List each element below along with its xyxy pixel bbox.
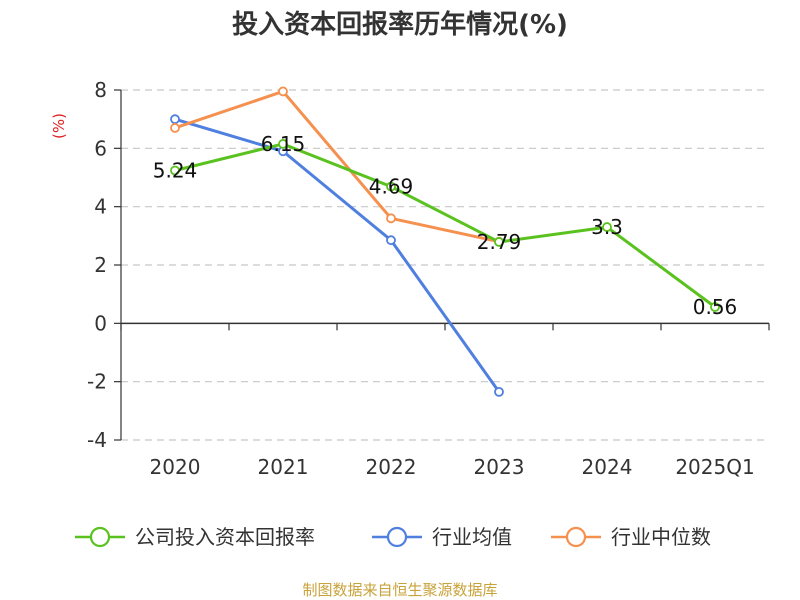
- x-tick-label: 2020: [150, 455, 201, 479]
- y-tick-label: -2: [87, 370, 107, 394]
- legend-label: 行业均值: [432, 525, 512, 549]
- series-0-point[interactable]: [710, 302, 720, 312]
- data-label: 4.69: [369, 175, 414, 199]
- data-labels: 5.24 6.15 4.69 2.79 3.3 0.56: [153, 132, 738, 319]
- y-tick-label: 0: [94, 311, 107, 335]
- y-tick-label: 8: [94, 78, 107, 102]
- legend-item-0[interactable]: 公司投入资本回报率: [75, 525, 315, 549]
- series-2-point[interactable]: [278, 86, 288, 97]
- x-tick-label: 2025Q1: [675, 455, 754, 479]
- series-lines: [170, 86, 720, 397]
- legend[interactable]: 公司投入资本回报率 行业均值 行业中位数: [75, 525, 711, 549]
- data-label: 0.56: [693, 295, 738, 319]
- series-0-point[interactable]: [602, 222, 612, 232]
- y-tick-label: 6: [94, 136, 107, 160]
- series-line-2: [173, 89, 501, 244]
- series-1-point[interactable]: [170, 114, 180, 125]
- series-0-point[interactable]: [494, 237, 504, 247]
- data-source-note: 制图数据来自恒生聚源数据库: [302, 581, 497, 599]
- series-line-0: [173, 142, 717, 309]
- x-tick-label: 2023: [474, 455, 525, 479]
- series-0-point[interactable]: [386, 181, 396, 192]
- legend-item-2[interactable]: 行业中位数: [551, 525, 711, 549]
- x-tick-label: 2022: [366, 455, 417, 479]
- series-line-1: [173, 117, 501, 394]
- data-label: 6.15: [261, 132, 306, 156]
- data-label: 5.24: [153, 159, 198, 183]
- series-2-point[interactable]: [170, 123, 180, 133]
- legend-label: 行业中位数: [611, 525, 711, 549]
- series-1-point[interactable]: [494, 386, 504, 397]
- x-tick-label: 2024: [582, 455, 633, 479]
- series-0-point[interactable]: [170, 165, 180, 176]
- chart-title: 投入资本回报率历年情况(%): [232, 9, 568, 40]
- series-1-point[interactable]: [386, 235, 396, 246]
- legend-marker: [565, 526, 587, 548]
- legend-item-1[interactable]: 行业均值: [372, 525, 512, 549]
- x-tick-label: 2021: [258, 455, 309, 479]
- y-tick-label: -4: [87, 428, 107, 452]
- data-label: 2.79: [477, 230, 522, 254]
- series-0-point[interactable]: [278, 139, 288, 149]
- y-axis-unit-label: (%): [50, 113, 68, 139]
- legend-marker: [89, 526, 111, 548]
- legend-marker: [386, 526, 408, 548]
- y-tick-label: 4: [94, 195, 107, 219]
- axes: 8 6 4 2 0 -2 -4 2020 2021 2022 2023 2024 2025Q1: [87, 78, 770, 479]
- series-2-point[interactable]: [386, 213, 396, 224]
- y-tick-label: 2: [94, 253, 107, 277]
- data-label: 3.3: [591, 215, 623, 239]
- grid-lines: [121, 89, 769, 441]
- legend-label: 公司投入资本回报率: [135, 525, 315, 549]
